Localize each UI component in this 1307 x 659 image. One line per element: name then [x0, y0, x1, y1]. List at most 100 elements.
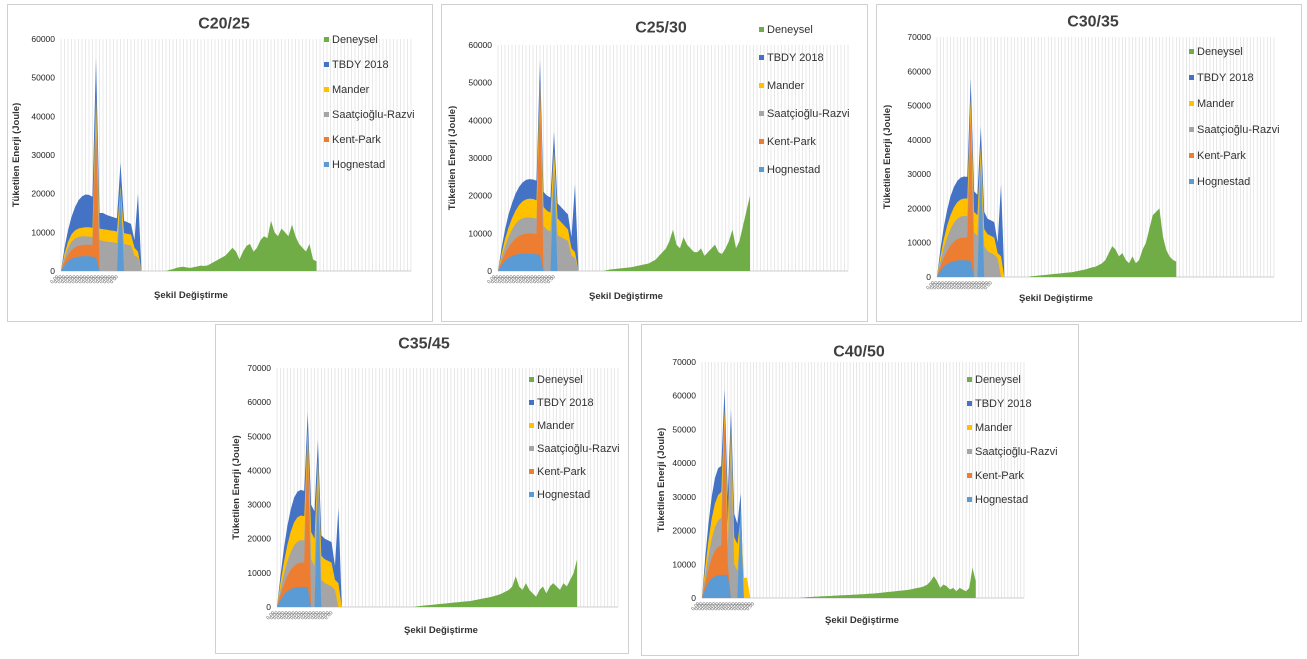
y-tick-label: 10000 [907, 238, 931, 248]
legend-label: Hognestad [975, 494, 1028, 506]
x-tick-label: 0.00 [735, 601, 746, 612]
x-tick-label: 0.00 [942, 280, 953, 291]
chart-svg: 0 10000 20000 30000 40000 50000 60000 70000 0.00… [882, 14, 1280, 304]
area-series [603, 195, 750, 271]
x-tick-label: 0.00 [105, 274, 116, 285]
legend-label: Saatçioğlu-Razvi [767, 108, 850, 120]
y-tick-label: 0 [487, 266, 492, 276]
legend: Deneysel TBDY 2018 Mander Saatçioğlu-Razvi K… [759, 24, 850, 176]
legend-label: Hognestad [1197, 176, 1250, 188]
x-tick-label: 0.00 [276, 610, 287, 621]
legend-label: Deneysel [537, 374, 583, 386]
y-tick-label: 40000 [672, 458, 696, 468]
x-tick-label: 0.00 [969, 280, 980, 291]
x-tick-label: 0.00 [279, 610, 290, 621]
y-tick-label: 50000 [672, 424, 696, 434]
x-tick-label: 0.00 [935, 280, 946, 291]
x-tick-label: 0.00 [745, 601, 756, 612]
x-tick-label: 0.00 [293, 610, 304, 621]
x-axis-label: Şekil Değiştirme [1019, 293, 1093, 304]
x-tick-label: 0.00 [98, 274, 109, 285]
chart-svg: 01000020000300004000050000600000.000.000… [11, 16, 415, 301]
legend: Deneysel TBDY 2018 Mander Saatçioğlu-Razvi K… [1189, 46, 1280, 188]
y-tick-label: 70000 [672, 357, 696, 367]
x-tick-label: 0.00 [729, 601, 740, 612]
legend-label: Deneysel [767, 24, 813, 36]
y-axis-label: Tüketilen Enerji (Joule) [447, 106, 458, 211]
y-tick-label: 0 [266, 602, 271, 612]
y-tick-label: 60000 [907, 66, 931, 76]
x-tick-label: 0.00 [525, 274, 536, 285]
x-tick-label: 0.00 [514, 274, 525, 285]
y-tick-label: 70000 [907, 32, 931, 42]
x-tick-label: 0.00 [511, 274, 522, 285]
x-tick-label: 0.00 [77, 274, 88, 285]
chart-svg: 0 10000 20000 30000 40000 50000 60000 70000 0.00… [231, 336, 620, 636]
y-tick-label: 10000 [247, 568, 271, 578]
legend-swatch [324, 162, 329, 167]
x-axis-label: Şekil Değiştirme [589, 291, 663, 302]
legend-swatch [324, 87, 329, 92]
x-tick-label: 0.00 [518, 274, 529, 285]
x-tick-label: 0.00 [956, 280, 967, 291]
legend-swatch [1189, 127, 1194, 132]
y-tick-label: 0 [50, 266, 55, 276]
legend-swatch [1189, 49, 1194, 54]
legend-swatch [324, 37, 329, 42]
y-tick-label: 60000 [31, 34, 55, 44]
legend-swatch [1189, 179, 1194, 184]
legend-label: TBDY 2018 [975, 398, 1032, 410]
legend-label: Mander [537, 420, 575, 432]
x-tick-label: 0.00 [925, 280, 936, 291]
x-tick-label: 0.00 [528, 274, 539, 285]
chart-title: C30/35 [1067, 14, 1119, 31]
x-tick-label: 0.00 [88, 274, 99, 285]
x-tick-label: 0.00 [323, 610, 334, 621]
y-tick-label: 50000 [31, 73, 55, 83]
legend-swatch [529, 377, 534, 382]
x-tick-label: 0.00 [716, 601, 727, 612]
x-tick-label: 0.00 [976, 280, 987, 291]
x-tick-label: 0.00 [962, 280, 973, 291]
y-tick-label: 20000 [672, 526, 696, 536]
area-series [702, 415, 731, 598]
x-tick-label: 0.00 [539, 274, 550, 285]
area-series [1027, 208, 1177, 277]
y-tick-label: 40000 [907, 135, 931, 145]
legend-label: Hognestad [767, 164, 820, 176]
x-tick-label: 0.00 [979, 280, 990, 291]
y-tick-label: 30000 [247, 500, 271, 510]
x-tick-label: 0.00 [303, 610, 314, 621]
legend-swatch [1189, 75, 1194, 80]
y-tick-label: 70000 [247, 363, 271, 373]
legend-swatch [967, 425, 972, 430]
legend-label: TBDY 2018 [1197, 72, 1254, 84]
x-tick-labels: 0.000.000.000.000.000.000.000.000.000.00… [49, 274, 120, 285]
y-axis-label: Tüketilen Enerji (Joule) [656, 428, 667, 533]
legend-label: Mander [332, 84, 370, 96]
area-series [413, 559, 578, 607]
x-tick-label: 0.00 [310, 610, 321, 621]
legend-swatch [759, 83, 764, 88]
x-tick-label: 0.00 [67, 274, 78, 285]
legend-label: Saatçioğlu-Razvi [975, 446, 1058, 458]
legend-label: Mander [767, 80, 805, 92]
y-tick-label: 60000 [672, 391, 696, 401]
y-tick-label: 10000 [31, 227, 55, 237]
x-tick-label: 0.00 [697, 601, 708, 612]
legend: Deneysel TBDY 2018 Mander Saatçioğlu-Razvi K… [324, 34, 415, 171]
legend-label: Mander [1197, 98, 1235, 110]
gridlines [276, 368, 619, 607]
x-tick-label: 0.00 [316, 610, 327, 621]
legend-label: TBDY 2018 [537, 397, 594, 409]
chart-title: C35/45 [398, 336, 450, 353]
x-tick-label: 0.00 [286, 610, 297, 621]
x-tick-label: 0.00 [500, 274, 511, 285]
x-tick-label: 0.00 [710, 601, 721, 612]
legend-label: Deneysel [975, 374, 1021, 386]
x-tick-labels: 0.000.000.000.000.000.000.000.000.000.00… [690, 601, 756, 612]
x-tick-labels: 0.000.000.000.000.000.000.000.000.000.00… [925, 280, 994, 291]
x-tick-label: 0.00 [959, 280, 970, 291]
legend-swatch [324, 112, 329, 117]
y-tick-label: 30000 [672, 492, 696, 502]
